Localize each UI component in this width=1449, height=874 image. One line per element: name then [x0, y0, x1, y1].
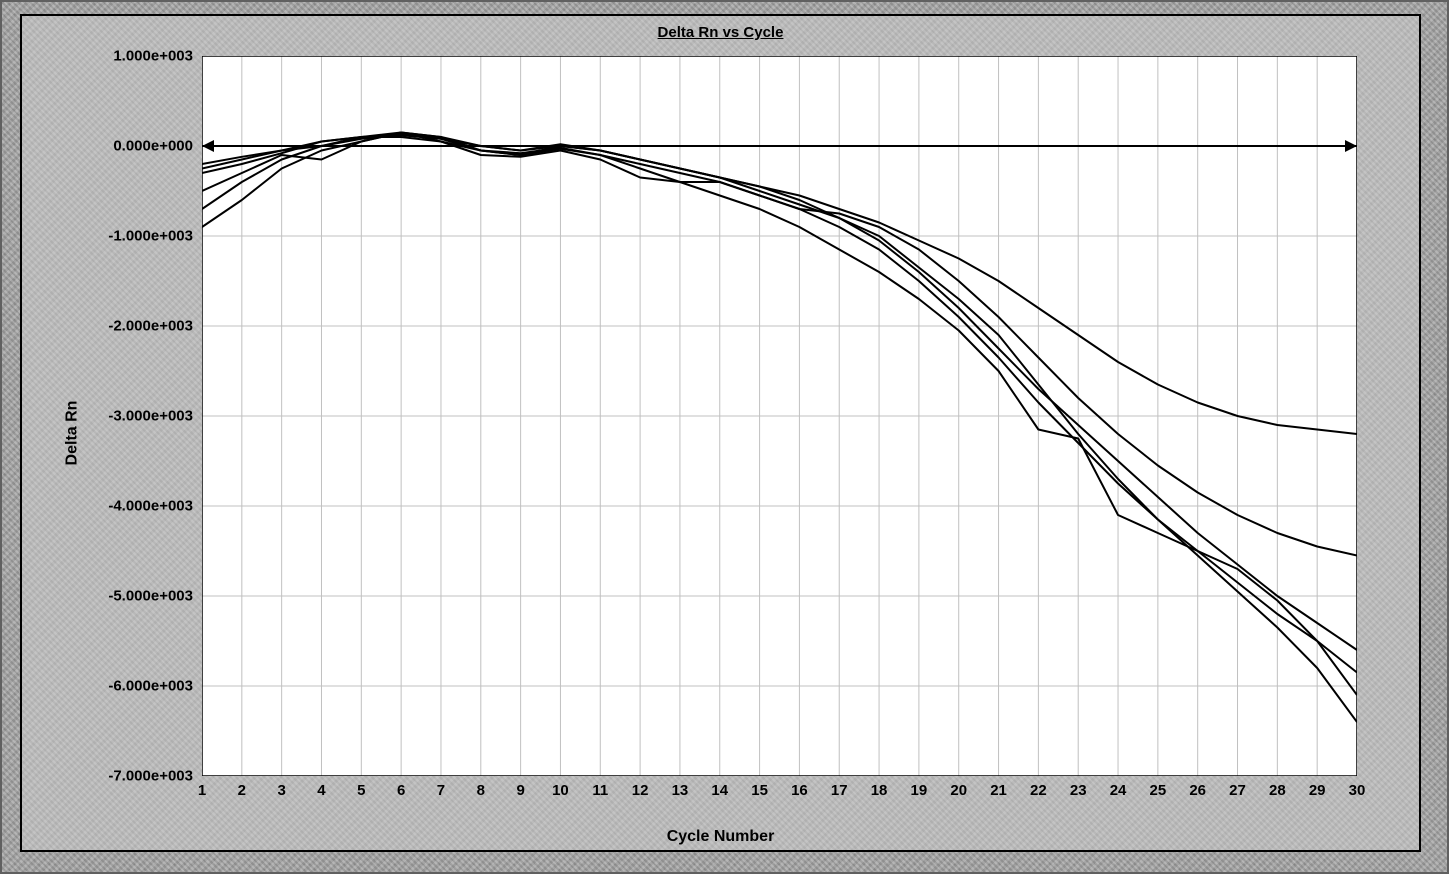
x-tick-label: 18 — [871, 782, 888, 799]
x-tick-label: 2 — [238, 782, 246, 799]
series-curve1 — [202, 133, 1357, 723]
x-tick-label: 17 — [831, 782, 848, 799]
y-tick-label: -5.000e+003 — [53, 588, 193, 605]
x-tick-label: 4 — [317, 782, 325, 799]
series-curve5 — [202, 135, 1357, 695]
zero-line-arrow-right — [1345, 140, 1357, 152]
x-tick-label: 27 — [1229, 782, 1246, 799]
y-tick-label: -4.000e+003 — [53, 498, 193, 515]
x-tick-label: 10 — [552, 782, 569, 799]
x-tick-label: 6 — [397, 782, 405, 799]
x-tick-label: 7 — [437, 782, 445, 799]
x-tick-label: 21 — [990, 782, 1007, 799]
outer-frame: Delta Rn vs Cycle Delta Rn Cycle Number … — [0, 0, 1449, 874]
series-curve6 — [202, 134, 1357, 434]
x-tick-label: 28 — [1269, 782, 1286, 799]
y-tick-label: 1.000e+003 — [53, 48, 193, 65]
x-tick-label: 5 — [357, 782, 365, 799]
x-tick-label: 8 — [477, 782, 485, 799]
x-tick-label: 16 — [791, 782, 808, 799]
x-tick-label: 1 — [198, 782, 206, 799]
y-tick-label: -6.000e+003 — [53, 678, 193, 695]
series-curve2 — [202, 133, 1357, 673]
y-tick-label: -7.000e+003 — [53, 768, 193, 785]
x-tick-label: 12 — [632, 782, 649, 799]
x-tick-label: 11 — [592, 782, 608, 799]
x-tick-label: 30 — [1349, 782, 1366, 799]
plot-area — [202, 56, 1357, 776]
chart-title: Delta Rn vs Cycle — [658, 24, 784, 41]
x-tick-label: 23 — [1070, 782, 1087, 799]
x-tick-label: 25 — [1150, 782, 1167, 799]
y-tick-label: -2.000e+003 — [53, 318, 193, 335]
series-curve4 — [202, 137, 1357, 556]
x-tick-label: 22 — [1030, 782, 1047, 799]
x-tick-label: 29 — [1309, 782, 1326, 799]
series-curve3 — [202, 133, 1357, 651]
x-tick-label: 19 — [911, 782, 928, 799]
y-tick-label: 0.000e+000 — [53, 138, 193, 155]
y-tick-label: -3.000e+003 — [53, 408, 193, 425]
x-tick-label: 26 — [1189, 782, 1206, 799]
x-tick-label: 15 — [751, 782, 768, 799]
x-tick-label: 13 — [672, 782, 689, 799]
y-tick-label: -1.000e+003 — [53, 228, 193, 245]
x-tick-label: 9 — [516, 782, 524, 799]
chart-window: Delta Rn vs Cycle Delta Rn Cycle Number … — [20, 14, 1421, 852]
x-tick-label: 20 — [950, 782, 967, 799]
x-tick-label: 14 — [711, 782, 728, 799]
zero-line-arrow-left — [202, 140, 214, 152]
x-axis-label: Cycle Number — [667, 828, 775, 846]
chart-svg — [202, 56, 1357, 776]
x-tick-label: 24 — [1110, 782, 1127, 799]
x-tick-label: 3 — [277, 782, 285, 799]
